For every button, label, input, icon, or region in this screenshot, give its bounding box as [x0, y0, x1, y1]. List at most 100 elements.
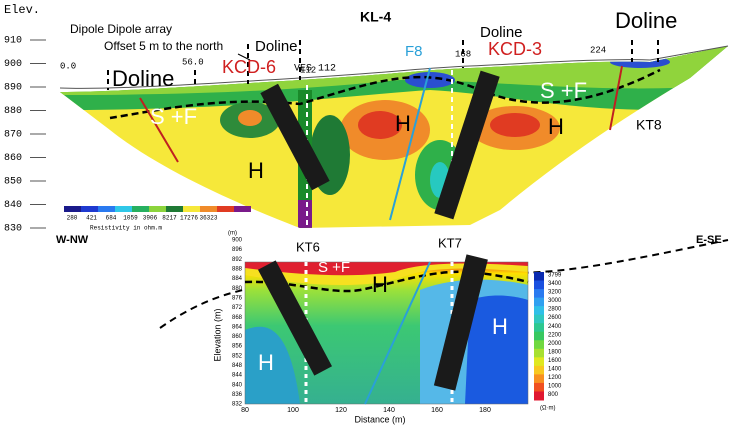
colorbar-label: 3200: [548, 290, 562, 296]
zone: H: [492, 314, 508, 339]
borehole: [260, 83, 330, 191]
colorbar-label: 36323: [199, 215, 217, 222]
colorbar-swatch: [64, 206, 81, 212]
y-tick-label: 900: [232, 238, 243, 244]
surface-line: [59, 45, 729, 89]
borehole: [258, 260, 332, 376]
y-tick-label: 852: [232, 353, 243, 359]
colorbar-label: 8217: [162, 215, 177, 222]
elevation-tick-label: 910: [4, 36, 22, 47]
elevation-label: Elev.: [4, 3, 40, 17]
y-tick-label: 896: [232, 247, 243, 253]
top-interface: [109, 68, 661, 120]
y-tick-label: 880: [232, 286, 243, 292]
array-label: Dipole Dipole array: [70, 22, 172, 36]
colorbar-unit: (Ω·m): [540, 406, 555, 412]
y-tick-label: 844: [232, 373, 243, 379]
colorbar-label: 1059: [123, 215, 138, 222]
elevation-tick-label: 900: [4, 59, 22, 70]
colorbar-swatch: [534, 272, 544, 282]
kt-label: KT8: [636, 117, 662, 133]
distance-label: 56.0: [182, 57, 204, 67]
elevation-tick-label: 870: [4, 130, 22, 141]
colorbar-swatch: [534, 331, 544, 341]
zone: H: [548, 114, 564, 139]
zone: H: [258, 350, 274, 375]
colorbar-swatch: [132, 206, 149, 212]
x-tick-label: 140: [383, 407, 395, 414]
y-tick-label: 836: [232, 392, 243, 398]
colorbar-swatch: [534, 382, 544, 392]
colorbar-swatch: [534, 280, 544, 290]
colorbar-swatch: [200, 206, 217, 212]
y-tick-label: 840: [232, 382, 243, 388]
doline: Doline: [112, 66, 174, 91]
colorbar-caption: Resistivity in ohm.m: [90, 225, 162, 232]
y-tick-label: 884: [232, 276, 243, 282]
distance-label: 224: [590, 45, 606, 55]
colorbar-label: 421: [86, 215, 97, 222]
arrow: [237, 53, 251, 61]
x-axis-label: Distance (m): [354, 414, 405, 424]
x-tick-label: 120: [335, 407, 347, 414]
y-tick-label: 856: [232, 344, 243, 350]
dashed-markers: [107, 40, 659, 225]
colorbar-label: 17276: [180, 215, 198, 222]
colorbar-swatch: [149, 206, 166, 212]
colorbar-swatch: [217, 206, 234, 212]
colorbar-label: 3906: [143, 215, 158, 222]
ves-label: VES 112: [294, 64, 336, 75]
colorbar-label: 3000: [548, 298, 562, 304]
distance-label: 112: [300, 65, 316, 75]
y-tick-label: 848: [232, 363, 243, 369]
y-tick-label: 876: [232, 295, 243, 301]
doline: Doline: [615, 8, 677, 33]
fault-trace: [364, 261, 431, 405]
y-tick-label: 832: [232, 402, 243, 408]
fault-trace: [139, 97, 179, 163]
zone: H: [248, 158, 264, 183]
doline: Doline: [255, 38, 298, 55]
colorbar-label: 280: [67, 215, 78, 222]
y-tick-label: 864: [232, 324, 243, 330]
y-unit: (m): [228, 231, 237, 237]
colorbar-label: 1400: [548, 366, 562, 372]
colorbar-swatch: [534, 365, 544, 375]
plot-frame: [244, 261, 529, 405]
colorbar-label: 2400: [548, 324, 562, 330]
colorbar-label: 2200: [548, 332, 562, 338]
colorbar-swatch: [166, 206, 183, 212]
borehole-label: KCD-3: [488, 39, 542, 59]
elevation-tick-label: 840: [4, 200, 22, 211]
colorbar-label: 1000: [548, 384, 562, 390]
borehole: [434, 70, 500, 220]
doline: Doline: [480, 24, 523, 41]
x-tick-label: 80: [241, 407, 249, 414]
borehole-label: KT7: [438, 235, 462, 250]
colorbar-label: 2800: [548, 307, 562, 313]
x-tick-label: 100: [287, 407, 299, 414]
y-tick-label: 872: [232, 305, 243, 311]
colorbar-swatch: [534, 391, 544, 401]
distance-label: 168: [455, 49, 471, 59]
fault-f8: [389, 67, 431, 221]
x-tick-label: 180: [479, 407, 491, 414]
colorbar-label: 684: [106, 215, 117, 222]
end-label: W-NW: [56, 234, 89, 246]
fault-trace: [609, 65, 623, 131]
colorbar-swatch: [81, 206, 98, 212]
y-tick-label: 888: [232, 267, 243, 273]
end-label: E-SE: [696, 234, 722, 246]
y-tick-label: 860: [232, 334, 243, 340]
colorbar-label: 1200: [548, 375, 562, 381]
zone: H: [395, 111, 411, 136]
borehole-label: KT6: [296, 239, 320, 254]
borehole-label: KCD-6: [222, 57, 276, 77]
colorbar-swatch: [115, 206, 132, 212]
colorbar-swatch: [183, 206, 200, 212]
zone: S +F: [540, 78, 587, 103]
y-axis-label: Elevation (m): [212, 308, 222, 361]
colorbar-label: 3799: [548, 273, 562, 279]
colorbar-label: 1600: [548, 358, 562, 364]
